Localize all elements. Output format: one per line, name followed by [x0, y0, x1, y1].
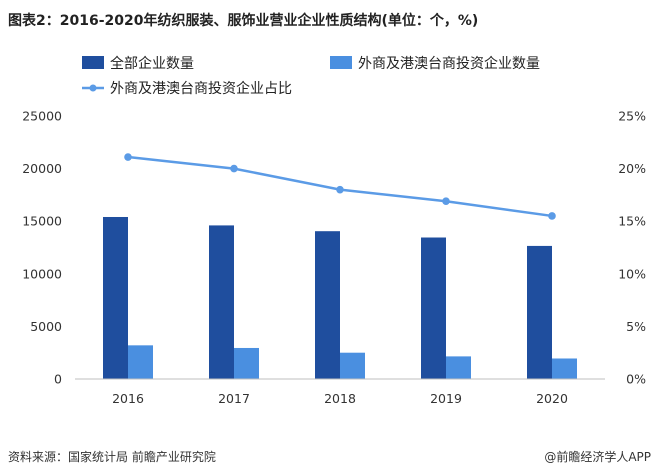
left-axis: 0 5000 10000 15000 20000 25000 [22, 109, 62, 387]
x-tick-label: 2018 [324, 391, 356, 406]
source-note: 资料来源：国家统计局 前瞻产业研究院 [8, 450, 216, 464]
right-axis: 0% 5% 10% 15% 20% 25% [618, 109, 646, 387]
legend-swatch-ratio-marker [89, 84, 97, 92]
left-tick-label: 20000 [22, 161, 62, 176]
right-tick-label: 15% [618, 214, 646, 229]
x-tick-label: 2016 [112, 391, 144, 406]
chart-title: 图表2：2016-2020年纺织服装、服饰业营业企业性质结构(单位：个，%) [8, 13, 479, 29]
ratio-point-2020 [548, 212, 556, 220]
ratio-point-2016 [124, 153, 132, 161]
left-tick-label: 10000 [22, 266, 62, 281]
ratio-point-2019 [442, 197, 450, 206]
bars [103, 216, 577, 379]
bar-total-2018 [315, 231, 340, 379]
ratio-point-2017 [230, 164, 238, 173]
right-tick-label: 10% [618, 266, 646, 281]
legend-label-ratio: 外商及港澳台商投资企业占比 [110, 80, 292, 97]
legend-label-foreign: 外商及港澳台商投资企业数量 [358, 55, 540, 72]
bar-foreign-2020 [552, 358, 577, 379]
x-tick-label: 2017 [218, 391, 250, 406]
left-tick-label: 0 [54, 372, 62, 387]
bar-foreign-2017 [234, 347, 259, 379]
left-tick-label: 15000 [22, 214, 62, 229]
bar-total-2020 [527, 245, 552, 379]
right-tick-label: 20% [618, 161, 646, 176]
ratio-line [124, 153, 556, 220]
ratio-point-2018 [336, 185, 344, 194]
right-tick-label: 0% [626, 372, 646, 387]
right-tick-label: 5% [626, 319, 646, 334]
x-tick-label: 2019 [430, 391, 462, 406]
x-axis-labels: 2016 2017 2018 2019 2020 [112, 391, 568, 406]
bar-total-2019 [421, 237, 446, 379]
legend-swatch-total [82, 56, 104, 69]
legend-label-total: 全部企业数量 [110, 55, 194, 72]
bar-total-2016 [103, 216, 128, 379]
brand-credit: @前瞻经济学人APP [544, 450, 651, 464]
right-tick-label: 25% [618, 109, 646, 124]
bar-foreign-2018 [340, 352, 365, 379]
left-tick-label: 25000 [22, 109, 62, 124]
left-tick-label: 5000 [30, 319, 62, 334]
legend-swatch-foreign [330, 56, 352, 69]
bar-foreign-2019 [446, 356, 471, 379]
x-tick-label: 2020 [536, 391, 568, 406]
bar-total-2017 [209, 225, 234, 379]
bar-foreign-2016 [128, 345, 153, 379]
